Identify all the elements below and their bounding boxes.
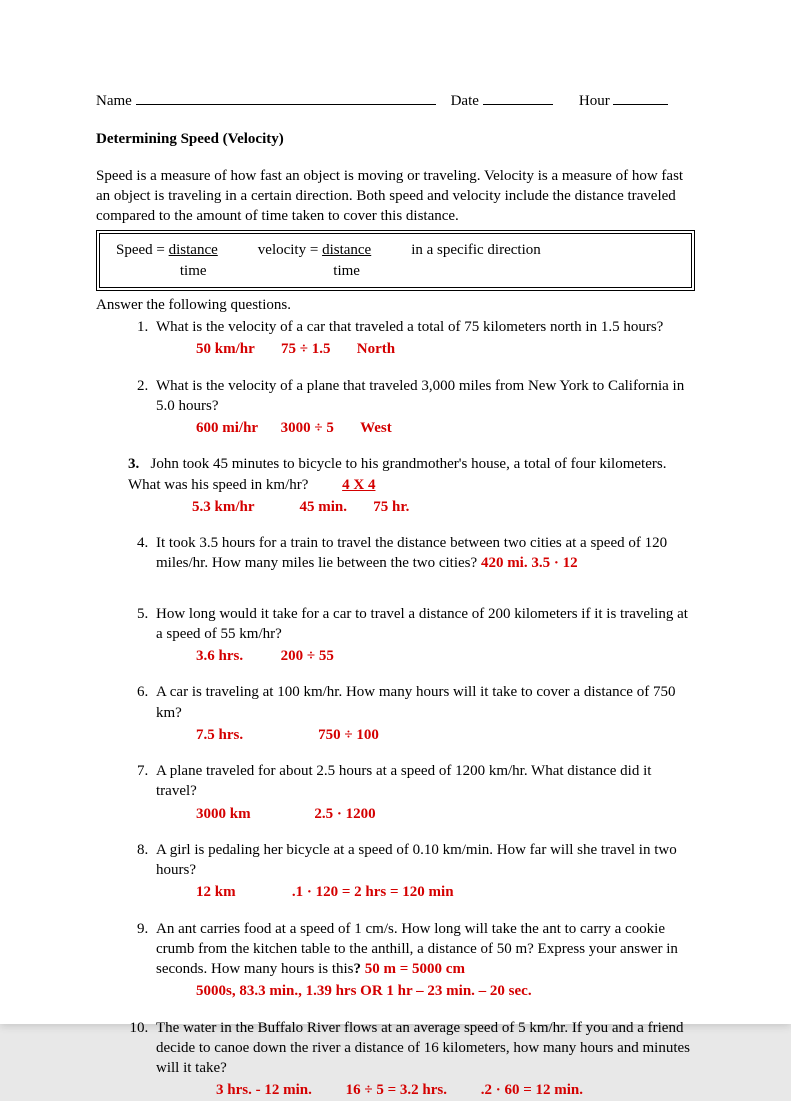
q8-answer-2: .1 · 120 = 2 hrs = 120 min — [292, 884, 454, 900]
q7-text: A plane traveled for about 2.5 hours at … — [156, 763, 651, 799]
speed-bot: time — [180, 263, 207, 279]
q1-answer-3: North — [357, 341, 395, 357]
question-8: A girl is pedaling her bicycle at a spee… — [152, 840, 695, 903]
q4-text: It took 3.5 hours for a train to travel … — [156, 535, 667, 571]
question-4: It took 3.5 hours for a train to travel … — [152, 533, 695, 588]
question-list: What is the velocity of a car that trave… — [96, 317, 695, 1101]
speed-top: distance — [169, 242, 218, 258]
q2-answer-2: 3000 ÷ 5 — [281, 420, 334, 436]
question-1: What is the velocity of a car that trave… — [152, 317, 695, 360]
q5-answer-1: 3.6 hrs. — [196, 648, 243, 664]
hour-blank[interactable] — [613, 90, 668, 105]
q9-qmark: ? — [354, 961, 362, 977]
date-label: Date — [451, 93, 479, 109]
q3-answer-1: 5.3 km/hr — [192, 499, 255, 515]
header-line: Name Date Hour — [96, 90, 695, 111]
question-9: An ant carries food at a speed of 1 cm/s… — [152, 919, 695, 1002]
vel-top: distance — [322, 242, 371, 258]
question-3: 3. John took 45 minutes to bicycle to hi… — [128, 454, 695, 517]
question-6: A car is traveling at 100 km/hr. How man… — [152, 682, 695, 745]
q1-text: What is the velocity of a car that trave… — [156, 319, 663, 335]
vel-bot: time — [333, 263, 360, 279]
q6-answer-1: 7.5 hrs. — [196, 727, 243, 743]
q7-answer-2: 2.5 · 1200 — [314, 806, 375, 822]
page-title: Determining Speed (Velocity) — [96, 129, 695, 149]
q10-answer-3: .2 · 60 = 12 min. — [481, 1082, 583, 1098]
q2-answer-1: 600 mi/hr — [196, 420, 258, 436]
q2-answer-3: West — [360, 420, 392, 436]
q3-answer-top: 4 X 4 — [342, 477, 375, 493]
date-blank[interactable] — [483, 90, 553, 105]
q10-answer-1: 3 hrs. - 12 min. — [216, 1082, 312, 1098]
q6-answer-2: 750 ÷ 100 — [318, 727, 379, 743]
question-7: A plane traveled for about 2.5 hours at … — [152, 761, 695, 824]
q3-num: 3. — [128, 456, 139, 472]
q3-answer-3: 75 hr. — [373, 499, 409, 515]
q2-text: What is the velocity of a plane that tra… — [156, 378, 684, 414]
q8-answer-1: 12 km — [196, 884, 236, 900]
instruction: Answer the following questions. — [96, 295, 695, 315]
direction-note: in a specific direction — [411, 240, 541, 281]
question-10: The water in the Buffalo River flows at … — [152, 1018, 695, 1101]
q7-answer-1: 3000 km — [196, 806, 251, 822]
q10-answer-2: 16 ÷ 5 = 3.2 hrs. — [346, 1082, 447, 1098]
q1-answer-1: 50 km/hr — [196, 341, 255, 357]
q5-answer-2: 200 ÷ 55 — [281, 648, 334, 664]
intro-paragraph: Speed is a measure of how fast an object… — [96, 166, 695, 227]
question-5: How long would it take for a car to trav… — [152, 604, 695, 667]
q9-answer-1: 5000s, 83.3 min., 1.39 hrs OR 1 hr – 23 … — [196, 983, 532, 999]
question-2: What is the velocity of a plane that tra… — [152, 376, 695, 439]
q10-text: The water in the Buffalo River flows at … — [156, 1020, 690, 1077]
q3-text: John took 45 minutes to bicycle to his g… — [128, 456, 666, 492]
worksheet-page: Name Date Hour Determining Speed (Veloci… — [0, 0, 791, 1024]
q4-answer: 420 mi. 3.5 · 12 — [481, 555, 578, 571]
q8-text: A girl is pedaling her bicycle at a spee… — [156, 842, 677, 878]
velocity-formula: velocity = distance time — [258, 240, 371, 281]
vel-lhs: velocity = — [258, 242, 319, 258]
formula-box: Speed = distance time velocity = distanc… — [96, 230, 695, 291]
q9-answer-0: 50 m = 5000 cm — [365, 961, 465, 977]
q3-answer-2: 45 min. — [300, 499, 348, 515]
speed-formula: Speed = distance time — [116, 240, 218, 281]
hour-label: Hour — [579, 93, 610, 109]
q5-text: How long would it take for a car to trav… — [156, 606, 688, 642]
name-label: Name — [96, 93, 132, 109]
name-blank[interactable] — [136, 90, 436, 105]
q1-answer-2: 75 ÷ 1.5 — [281, 341, 330, 357]
speed-lhs: Speed = — [116, 242, 165, 258]
q6-text: A car is traveling at 100 km/hr. How man… — [156, 684, 675, 720]
